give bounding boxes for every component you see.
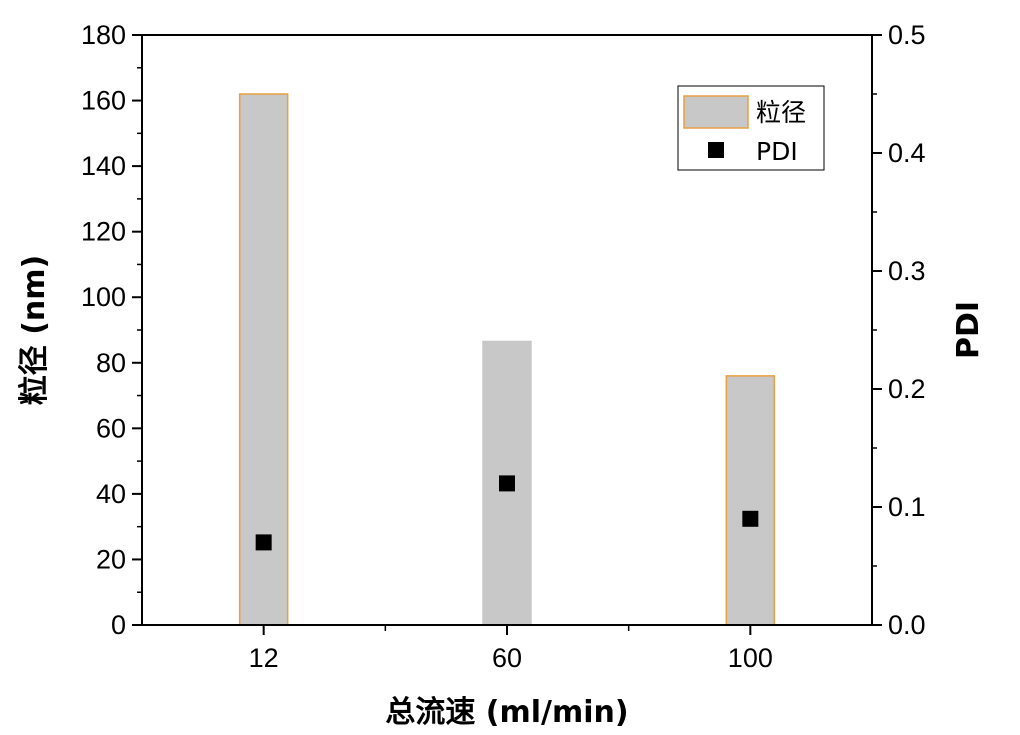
left-tick-label: 100 (81, 282, 126, 312)
x-axis: 12 60 100 (249, 625, 773, 673)
x-axis-title: 总流速 (ml/min) (385, 695, 628, 730)
left-tick-label: 120 (81, 217, 126, 247)
right-tick-label: 0.1 (888, 492, 926, 522)
legend-label-bar: 粒径 (756, 98, 806, 127)
right-tick-label: 0.0 (888, 610, 926, 640)
left-axis: 0 20 40 60 80 100 120 140 160 180 (81, 20, 142, 640)
right-axis: 0.0 0.1 0.2 0.3 0.4 0.5 (872, 20, 926, 640)
pdi-point-60 (499, 475, 515, 492)
x-tick-label: 60 (492, 643, 522, 673)
left-tick-label: 160 (81, 86, 126, 116)
pdi-point-100 (742, 510, 759, 527)
left-tick-label: 20 (96, 544, 126, 574)
x-tick-label: 100 (728, 643, 773, 673)
legend: 粒径 PDI (677, 85, 825, 171)
right-tick-label: 0.2 (888, 374, 926, 404)
bar-100 (725, 375, 776, 626)
left-tick-label: 80 (96, 348, 126, 378)
right-tick-label: 0.3 (888, 256, 926, 286)
points-layer (255, 475, 759, 551)
left-tick-label: 180 (81, 20, 126, 50)
legend-swatch-bar (683, 95, 749, 129)
legend-label-pdi: PDI (756, 137, 798, 166)
legend-marker-pdi (708, 142, 724, 158)
left-tick-label: 140 (81, 151, 126, 181)
x-tick-label: 12 (249, 643, 279, 673)
y-left-axis-title: 粒径 (nm) (17, 255, 52, 405)
right-tick-label: 0.4 (888, 138, 926, 168)
y-right-axis-title: PDI (951, 301, 986, 359)
left-tick-label: 0 (111, 610, 126, 640)
right-tick-label: 0.5 (888, 20, 926, 50)
pdi-point-12 (255, 534, 272, 551)
left-tick-label: 40 (96, 479, 126, 509)
bars-layer (238, 93, 776, 626)
left-tick-label: 60 (96, 413, 126, 443)
